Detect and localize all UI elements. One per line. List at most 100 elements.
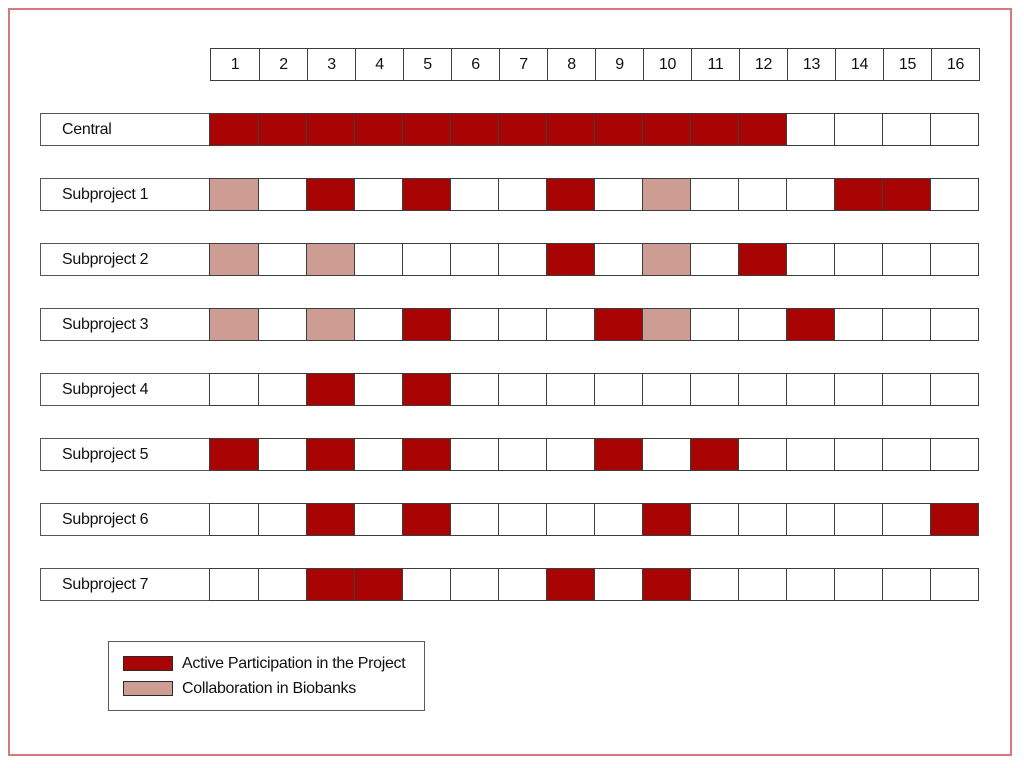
cell-subproject-2-col4-empty (354, 244, 402, 275)
cell-subproject-6-col4-empty (354, 504, 402, 535)
cell-central-col7-active (498, 114, 546, 145)
column-header-9: 9 (595, 49, 643, 80)
legend-swatch-biobank (123, 681, 173, 696)
column-header-4: 4 (355, 49, 403, 80)
column-header-7: 7 (499, 49, 547, 80)
cell-subproject-5-col1-active (210, 439, 258, 470)
chart-row-subproject-6: Subproject 6 (40, 503, 980, 536)
cell-subproject-2-col1-biobank (210, 244, 258, 275)
cell-subproject-7-col5-empty (402, 569, 450, 600)
cell-subproject-4-col1-empty (210, 374, 258, 405)
cell-subproject-3-col16-empty (930, 309, 978, 340)
cell-subproject-5-col4-empty (354, 439, 402, 470)
cell-subproject-7-col14-empty (834, 569, 882, 600)
cell-subproject-7-col4-active (354, 569, 402, 600)
cell-central-col6-active (450, 114, 498, 145)
cell-subproject-1-col1-biobank (210, 179, 258, 210)
cell-subproject-5-col15-empty (882, 439, 930, 470)
cell-subproject-7-col16-empty (930, 569, 978, 600)
cell-central-col1-active (210, 114, 258, 145)
cell-subproject-2-col3-biobank (306, 244, 354, 275)
cell-subproject-5-col12-empty (738, 439, 786, 470)
legend-item-biobank: Collaboration in Biobanks (123, 680, 424, 698)
cell-subproject-6-col11-empty (690, 504, 738, 535)
cell-subproject-2-col2-empty (258, 244, 306, 275)
row-label-subproject-1: Subproject 1 (40, 178, 210, 211)
cell-subproject-6-col13-empty (786, 504, 834, 535)
row-cells-subproject-6 (209, 503, 979, 536)
cell-subproject-4-col11-empty (690, 374, 738, 405)
cell-subproject-7-col10-active (642, 569, 690, 600)
cell-subproject-6-col7-empty (498, 504, 546, 535)
column-header-5: 5 (403, 49, 451, 80)
cell-subproject-6-col14-empty (834, 504, 882, 535)
cell-subproject-3-col3-biobank (306, 309, 354, 340)
cell-subproject-2-col9-empty (594, 244, 642, 275)
cell-subproject-7-col8-active (546, 569, 594, 600)
chart-row-subproject-5: Subproject 5 (40, 438, 980, 471)
cell-subproject-4-col12-empty (738, 374, 786, 405)
legend-label-biobank: Collaboration in Biobanks (182, 679, 356, 697)
cell-subproject-3-col13-active (786, 309, 834, 340)
column-header-8: 8 (547, 49, 595, 80)
cell-central-col4-active (354, 114, 402, 145)
cell-subproject-4-col15-empty (882, 374, 930, 405)
cell-central-col13-empty (786, 114, 834, 145)
cell-subproject-7-col2-empty (258, 569, 306, 600)
legend-label-active: Active Participation in the Project (182, 654, 406, 672)
cell-subproject-3-col15-empty (882, 309, 930, 340)
cell-subproject-3-col9-active (594, 309, 642, 340)
row-label-central: Central (40, 113, 210, 146)
row-label-subproject-5: Subproject 5 (40, 438, 210, 471)
cell-subproject-1-col15-active (882, 179, 930, 210)
row-cells-subproject-4 (209, 373, 979, 406)
cell-subproject-1-col9-empty (594, 179, 642, 210)
cell-subproject-2-col14-empty (834, 244, 882, 275)
row-label-subproject-7: Subproject 7 (40, 568, 210, 601)
cell-central-col5-active (402, 114, 450, 145)
cell-subproject-1-col10-biobank (642, 179, 690, 210)
column-header-3: 3 (307, 49, 355, 80)
cell-subproject-6-col8-empty (546, 504, 594, 535)
row-cells-subproject-7 (209, 568, 979, 601)
cell-subproject-3-col10-biobank (642, 309, 690, 340)
cell-subproject-5-col3-active (306, 439, 354, 470)
cell-central-col2-active (258, 114, 306, 145)
cell-subproject-3-col12-empty (738, 309, 786, 340)
cell-subproject-1-col6-empty (450, 179, 498, 210)
cell-subproject-4-col13-empty (786, 374, 834, 405)
cell-subproject-7-col1-empty (210, 569, 258, 600)
cell-subproject-6-col6-empty (450, 504, 498, 535)
cell-subproject-6-col15-empty (882, 504, 930, 535)
cell-subproject-2-col16-empty (930, 244, 978, 275)
cell-subproject-4-col4-empty (354, 374, 402, 405)
cell-subproject-5-col10-empty (642, 439, 690, 470)
cell-subproject-4-col8-empty (546, 374, 594, 405)
cell-subproject-1-col3-active (306, 179, 354, 210)
cell-subproject-5-col8-empty (546, 439, 594, 470)
chart-row-subproject-1: Subproject 1 (40, 178, 980, 211)
column-header-10: 10 (643, 49, 691, 80)
cell-subproject-3-col2-empty (258, 309, 306, 340)
cell-subproject-5-col2-empty (258, 439, 306, 470)
cell-central-col11-active (690, 114, 738, 145)
cell-central-col10-active (642, 114, 690, 145)
cell-subproject-2-col5-empty (402, 244, 450, 275)
cell-subproject-5-col13-empty (786, 439, 834, 470)
row-cells-subproject-2 (209, 243, 979, 276)
cell-central-col12-active (738, 114, 786, 145)
cell-subproject-4-col9-empty (594, 374, 642, 405)
column-header-16: 16 (931, 49, 979, 80)
cell-subproject-5-col7-empty (498, 439, 546, 470)
cell-subproject-5-col14-empty (834, 439, 882, 470)
cell-subproject-3-col1-biobank (210, 309, 258, 340)
cell-subproject-5-col16-empty (930, 439, 978, 470)
cell-subproject-3-col7-empty (498, 309, 546, 340)
cell-subproject-3-col4-empty (354, 309, 402, 340)
cell-subproject-1-col5-active (402, 179, 450, 210)
cell-subproject-2-col10-biobank (642, 244, 690, 275)
column-header-14: 14 (835, 49, 883, 80)
cell-subproject-4-col10-empty (642, 374, 690, 405)
cell-subproject-3-col11-empty (690, 309, 738, 340)
